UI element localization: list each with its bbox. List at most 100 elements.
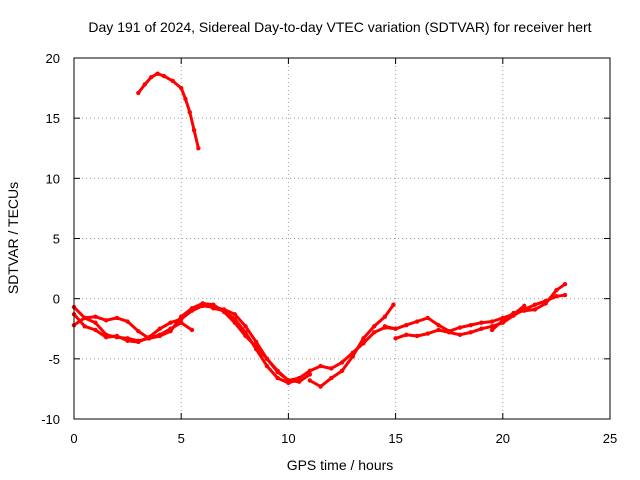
data-point xyxy=(232,312,237,317)
data-point xyxy=(243,324,248,329)
data-point xyxy=(125,319,130,324)
data-point xyxy=(196,146,201,151)
data-point xyxy=(468,330,473,335)
data-point xyxy=(307,378,313,383)
data-point xyxy=(371,324,377,329)
data-point xyxy=(142,82,147,87)
data-point xyxy=(382,324,388,329)
chart-title: Day 191 of 2024, Sidereal Day-to-day VTE… xyxy=(88,19,591,35)
data-point xyxy=(103,334,109,340)
data-point xyxy=(136,328,141,334)
y-tick-label: 10 xyxy=(46,171,60,186)
data-point xyxy=(329,366,334,371)
data-point xyxy=(425,331,430,336)
data-point xyxy=(447,330,452,335)
data-point xyxy=(382,314,388,319)
data-point xyxy=(232,320,237,325)
data-point xyxy=(393,336,398,341)
data-point xyxy=(479,320,484,325)
data-point xyxy=(179,85,184,91)
data-point xyxy=(404,332,409,337)
data-point xyxy=(307,368,313,374)
data-point xyxy=(191,128,197,133)
data-point xyxy=(554,294,559,299)
data-point xyxy=(155,71,160,76)
data-point xyxy=(114,315,120,321)
data-point xyxy=(275,375,280,381)
data-point xyxy=(264,363,270,369)
data-point xyxy=(318,363,323,369)
data-point xyxy=(161,73,167,79)
data-point xyxy=(146,334,152,340)
data-point xyxy=(436,327,441,333)
data-point xyxy=(179,320,184,325)
series-arc-3 xyxy=(72,304,312,384)
data-point xyxy=(183,96,188,102)
data-point xyxy=(243,333,248,339)
x-tick-label: 20 xyxy=(496,431,510,446)
data-point xyxy=(318,384,323,389)
y-tick-label: -10 xyxy=(41,412,60,427)
y-axis-label: SDTVAR / TECUs xyxy=(5,182,21,294)
data-point xyxy=(414,319,420,324)
data-point xyxy=(168,320,173,325)
data-point xyxy=(339,360,345,365)
data-point xyxy=(275,368,280,374)
x-axis-ticks: 0 5 10 15 20 25 xyxy=(70,58,617,446)
data-point xyxy=(254,339,259,345)
y-tick-label: 0 xyxy=(53,292,60,307)
x-tick-label: 25 xyxy=(603,431,617,446)
data-point xyxy=(157,326,162,331)
data-point xyxy=(125,338,130,343)
series-arc-4 xyxy=(190,302,398,382)
data-point xyxy=(157,333,162,339)
data-point xyxy=(500,318,505,323)
data-point xyxy=(371,330,377,335)
data-point xyxy=(82,324,87,329)
data-point xyxy=(114,333,120,339)
data-point xyxy=(264,356,270,362)
data-point xyxy=(170,78,175,84)
data-point xyxy=(511,310,516,316)
data-point xyxy=(254,344,259,349)
series-arc-2 xyxy=(72,302,301,385)
data-point xyxy=(425,315,430,321)
data-point xyxy=(391,302,396,307)
data-series-group xyxy=(71,71,568,389)
data-point xyxy=(148,75,154,80)
grid-lines xyxy=(74,58,610,419)
data-point xyxy=(436,322,441,328)
data-point xyxy=(189,307,195,312)
data-point xyxy=(296,379,302,384)
data-point xyxy=(286,378,291,383)
y-axis-ticks: -10 -5 0 5 10 15 20 xyxy=(41,51,610,427)
data-point xyxy=(468,322,473,328)
data-point xyxy=(93,327,98,333)
data-point xyxy=(329,375,334,381)
data-point xyxy=(543,301,548,306)
data-point xyxy=(532,307,538,312)
data-point xyxy=(489,319,495,324)
data-point xyxy=(93,314,98,319)
data-point xyxy=(179,316,184,322)
data-point xyxy=(489,327,495,333)
x-tick-label: 15 xyxy=(388,431,402,446)
data-point xyxy=(393,326,398,331)
data-point xyxy=(200,301,205,306)
series-arc-5 xyxy=(308,303,395,388)
y-tick-label: 15 xyxy=(46,111,60,126)
data-point xyxy=(522,303,527,309)
y-tick-label: -5 xyxy=(48,352,60,367)
y-tick-label: 20 xyxy=(46,51,60,66)
data-point xyxy=(82,315,87,321)
data-point xyxy=(221,309,227,315)
data-point xyxy=(554,288,559,293)
data-point xyxy=(532,302,538,307)
data-point xyxy=(350,354,355,359)
y-tick-label: 5 xyxy=(53,232,60,247)
data-point xyxy=(479,326,484,331)
data-point xyxy=(136,90,141,96)
data-point xyxy=(522,308,527,313)
data-point xyxy=(562,292,568,298)
data-point xyxy=(93,320,98,325)
